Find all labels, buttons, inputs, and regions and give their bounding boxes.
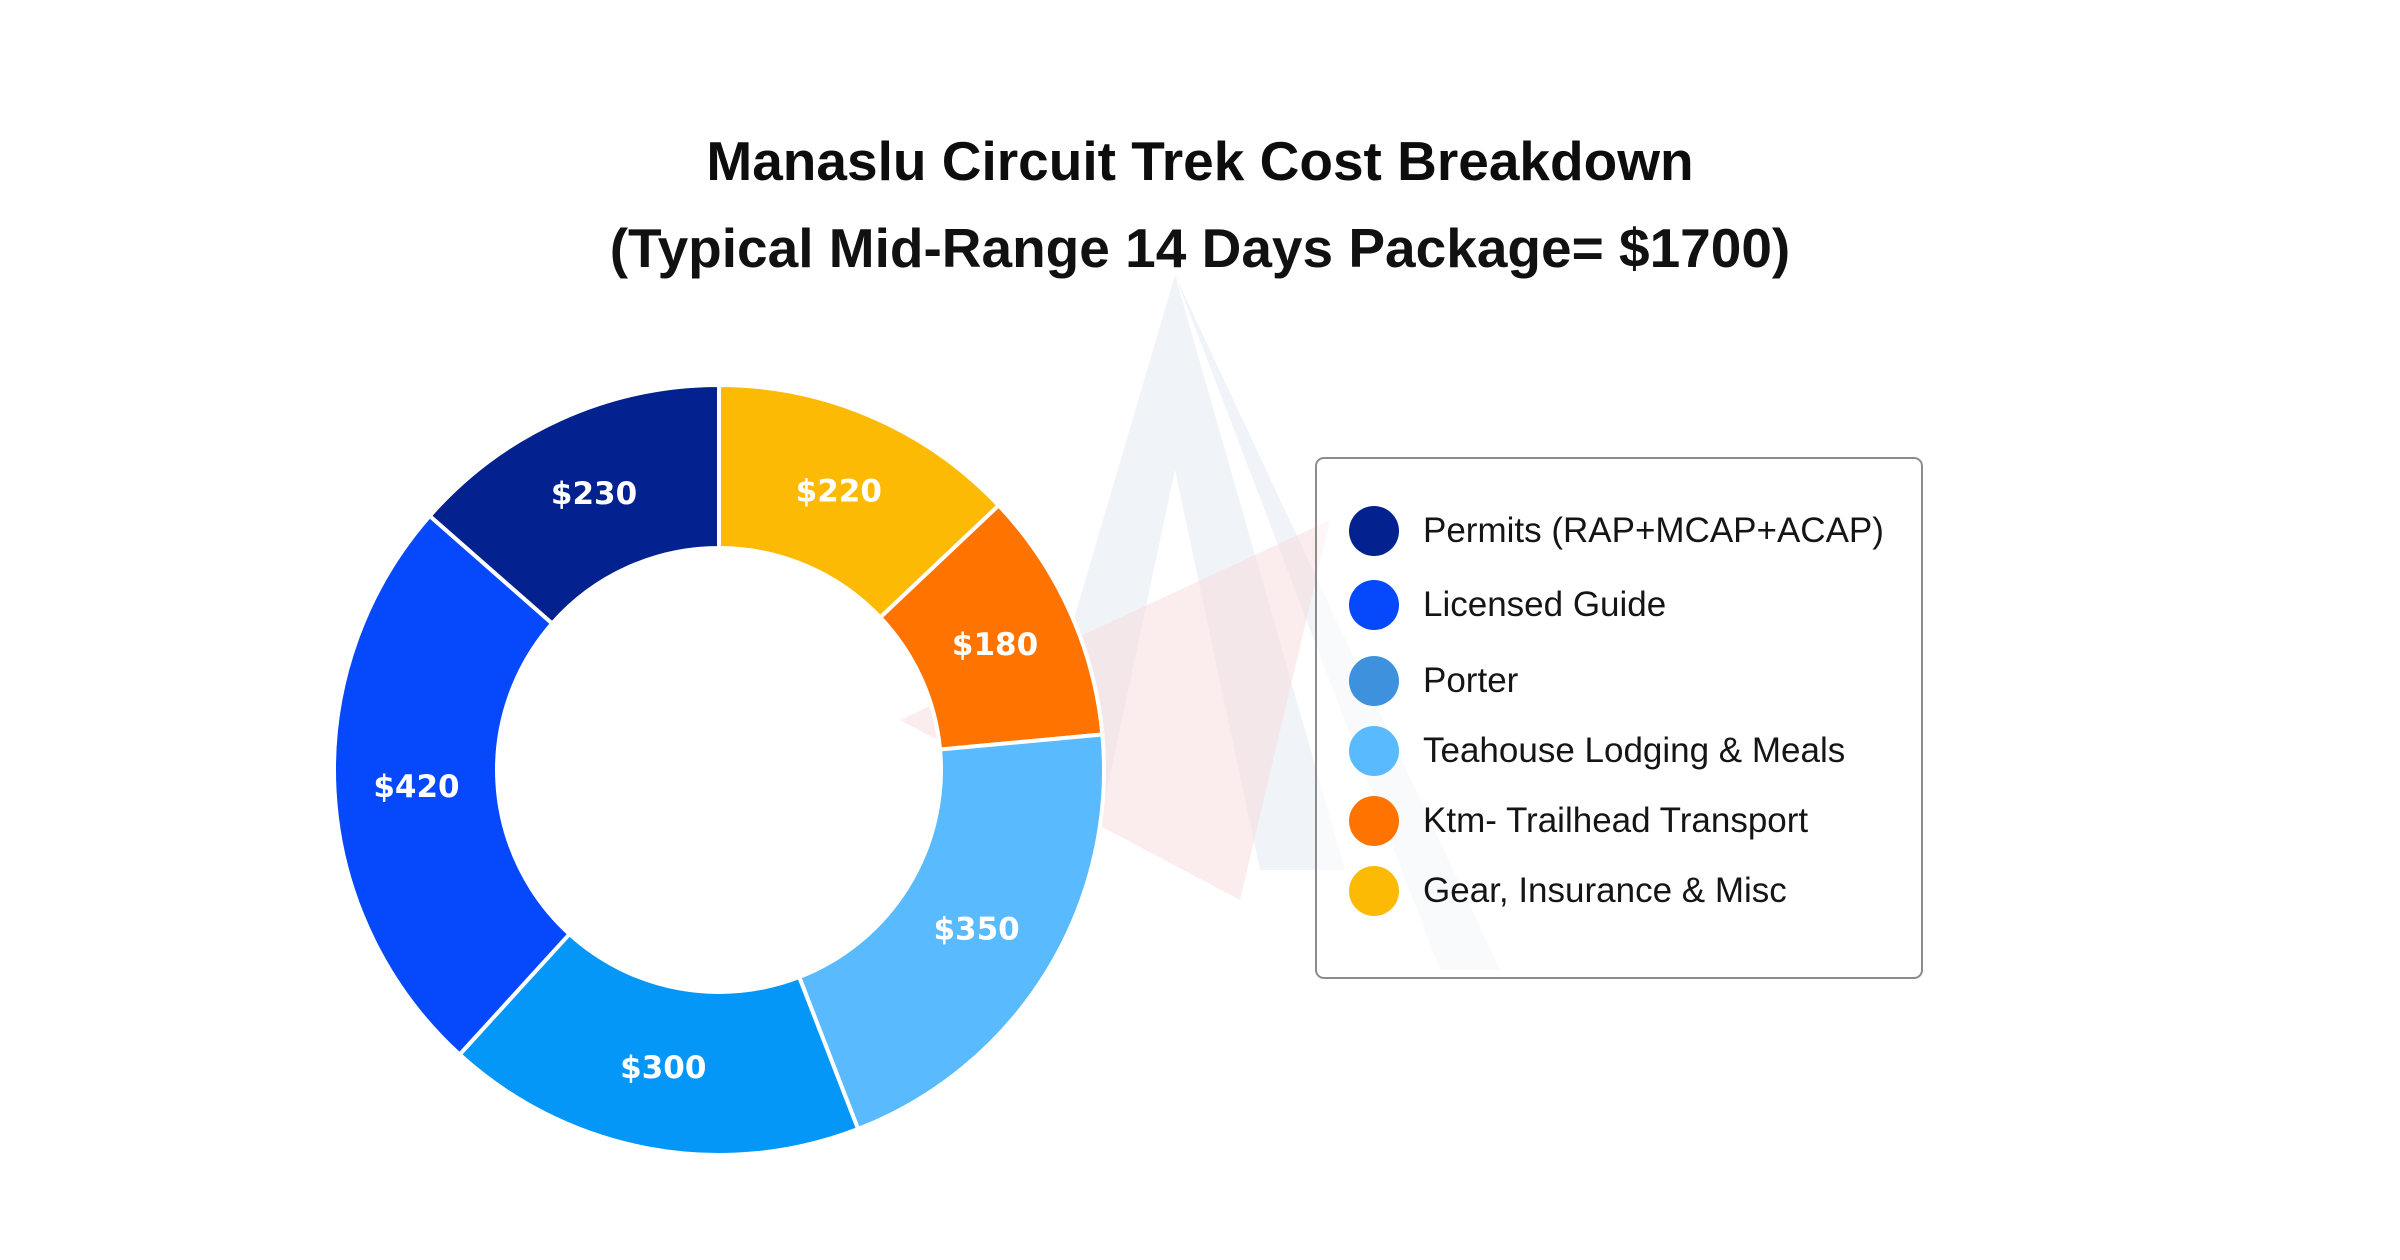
legend-swatch — [1349, 726, 1399, 776]
legend-item: Ktm- Trailhead Transport — [1349, 795, 1808, 847]
legend-item: Gear, Insurance & Misc — [1349, 865, 1787, 917]
legend-swatch — [1349, 796, 1399, 846]
legend-label: Porter — [1423, 661, 1519, 700]
legend-label: Permits (RAP+MCAP+ACAP) — [1423, 511, 1884, 550]
legend-swatch — [1349, 506, 1399, 556]
slice-value-label-0: $220 — [796, 474, 882, 510]
slice-value-label-2: $350 — [933, 912, 1019, 948]
donut-slice-0 — [717, 382, 1002, 621]
legend-item: Permits (RAP+MCAP+ACAP) — [1349, 505, 1884, 557]
slice-value-label-4: $420 — [373, 769, 459, 805]
donut-slice-3 — [456, 931, 861, 1157]
chart-subtitle: (Typical Mid-Range 14 Days Package= $170… — [609, 217, 1791, 279]
legend-swatch — [1349, 580, 1399, 630]
legend-label: Teahouse Lodging & Meals — [1423, 731, 1846, 770]
slice-value-label-1: $180 — [952, 627, 1038, 663]
donut-slice-4 — [332, 513, 573, 1058]
legend-label: Ktm- Trailhead Transport — [1423, 801, 1809, 840]
legend-item: Porter — [1349, 655, 1518, 707]
legend-swatch — [1349, 866, 1399, 916]
legend-label: Licensed Guide — [1423, 585, 1667, 624]
chart-title: Manaslu Circuit Trek Cost Breakdown — [706, 130, 1694, 192]
legend-item: Licensed Guide — [1349, 579, 1666, 631]
legend-label: Gear, Insurance & Misc — [1423, 871, 1787, 910]
legend-swatch — [1349, 656, 1399, 706]
chart-legend: Permits (RAP+MCAP+ACAP) Licensed Guide Por… — [1315, 457, 1923, 979]
donut-slice-5 — [426, 382, 721, 627]
slice-value-label-3: $300 — [620, 1050, 706, 1086]
donut-slice-2 — [796, 732, 1106, 1132]
legend-item: Teahouse Lodging & Meals — [1349, 725, 1845, 777]
slice-value-label-5: $230 — [551, 476, 637, 512]
